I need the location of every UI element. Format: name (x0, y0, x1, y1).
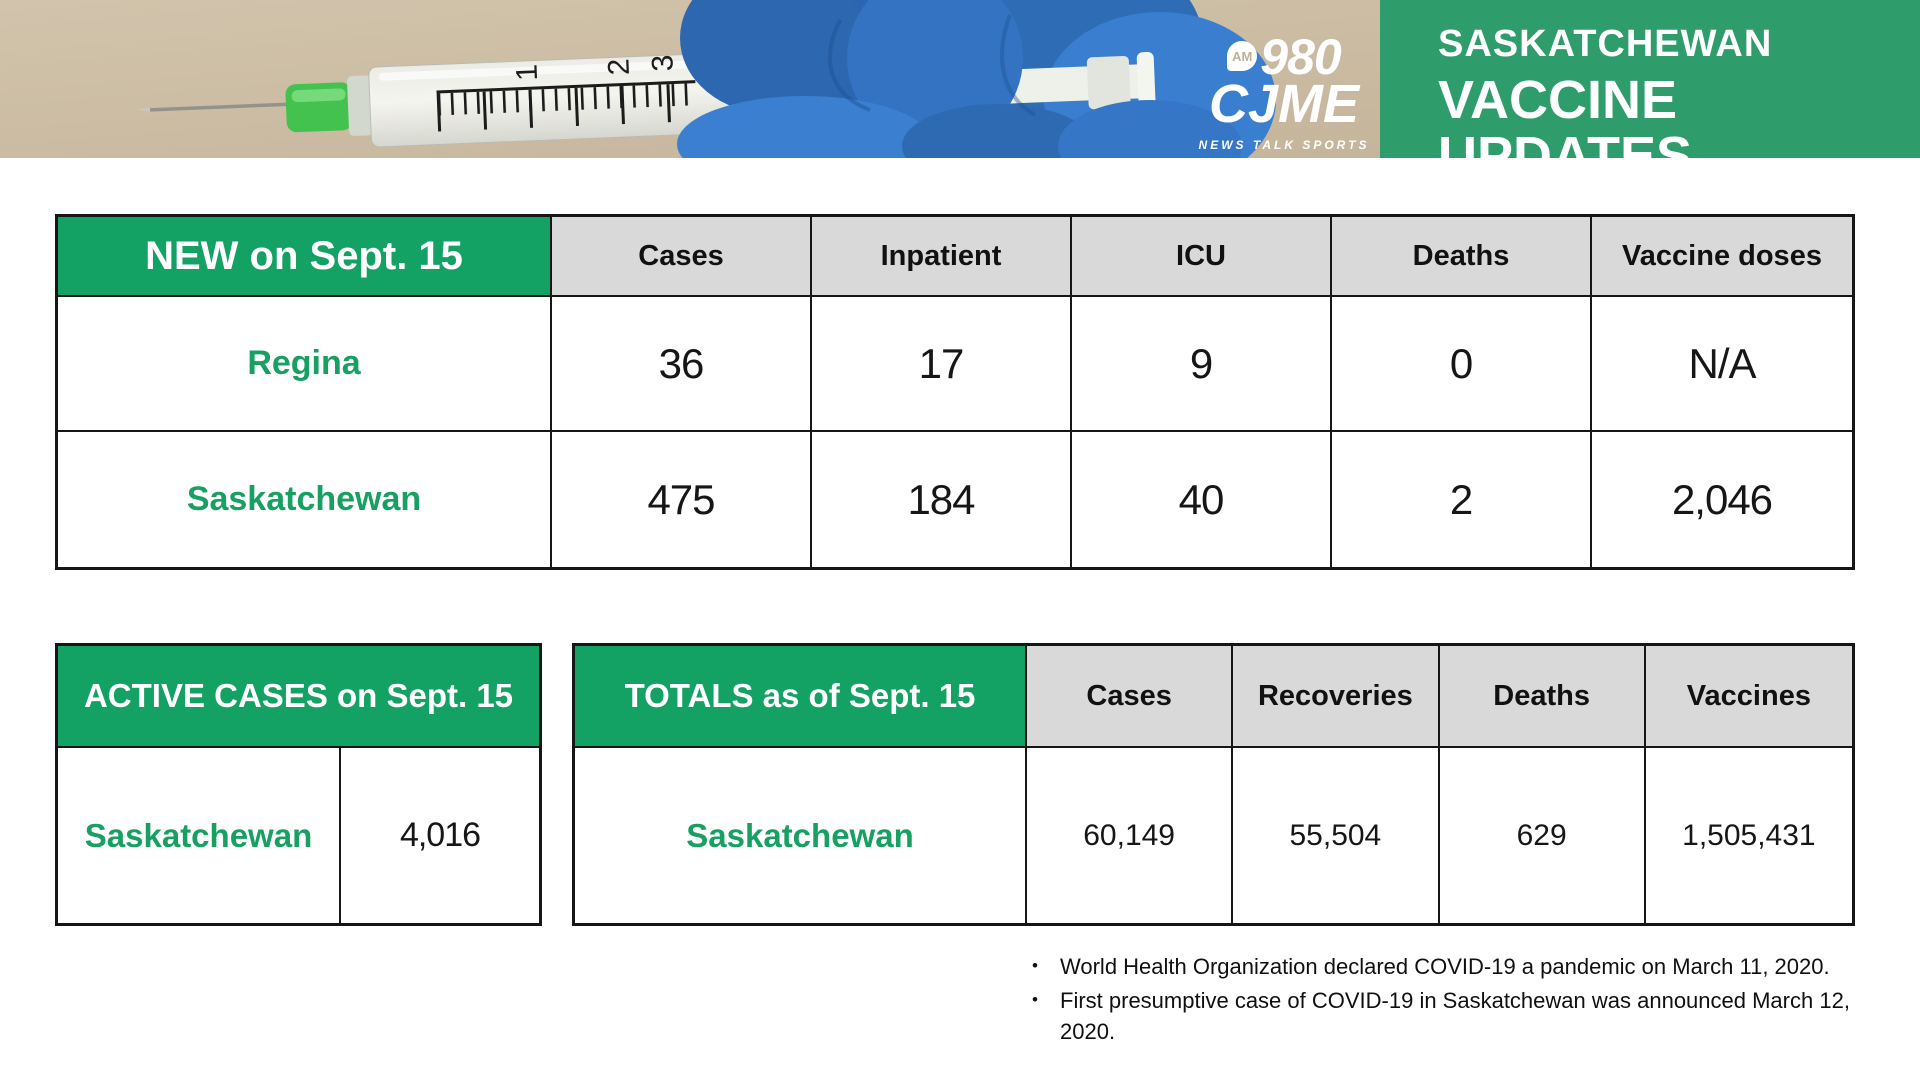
totals-sask-vaccines: 1,505,431 (1682, 818, 1816, 852)
logo-frequency-row: AM 980 (1198, 32, 1370, 82)
totals-col-header-deaths: Deaths (1439, 646, 1646, 748)
cjme-logo: AM 980 CJME NEWS TALK SPORTS (1198, 32, 1370, 152)
new-col-header-inpatient: Inpatient (812, 217, 1072, 297)
footnotes: • World Health Organization declared COV… (1032, 951, 1905, 1051)
new-col-header-cases: Cases (552, 217, 812, 297)
banner-title-main: VACCINE UPDATES (1438, 69, 1693, 187)
needle-tip (136, 107, 151, 112)
ruler-number-2: 2 (602, 58, 636, 76)
totals-sask-cases: 60,149 (1027, 748, 1234, 923)
new-cases-table: NEW on Sept. 15 Cases Inpatient ICU Deat… (55, 214, 1855, 570)
logo-tagline: NEWS TALK SPORTS (1198, 137, 1370, 152)
totals-col-header-recoveries: Recoveries (1233, 646, 1440, 748)
bullet-icon: • (1032, 990, 1038, 1010)
new-regina-icu: 9 (1072, 297, 1332, 432)
logo-frequency: 980 (1260, 29, 1341, 85)
new-regina-inpatient: 17 (812, 297, 1072, 432)
bullet-icon: • (1032, 956, 1038, 975)
new-sask-cases: 475 (552, 432, 812, 567)
ruler-numbers: 1 2 3 (511, 54, 680, 82)
footnote-text-first-case: First presumptive case of COVID-19 in Sa… (1060, 988, 1850, 1045)
active-row-label-saskatchewan: Saskatchewan (58, 748, 341, 923)
ruler-number-1: 1 (511, 64, 545, 82)
banner-title-box: SASKATCHEWAN VACCINE UPDATES (1380, 0, 1920, 185)
new-row-label-regina: Regina (58, 297, 552, 432)
needle (149, 101, 302, 112)
header-banner: 1 2 3 (0, 0, 1920, 185)
new-sask-vaccine-doses: 2,046 (1671, 475, 1773, 523)
new-row-label-saskatchewan: Saskatchewan (58, 432, 552, 567)
logo-callsign: CJME (1208, 74, 1360, 134)
footnote-text-who: World Health Organization declared COVID… (1060, 954, 1830, 979)
footnote-item: • First presumptive case of COVID-19 in … (1032, 985, 1905, 1047)
totals-table-title: TOTALS as of Sept. 15 (575, 646, 1027, 748)
ruler-baseline (436, 80, 696, 94)
banner-title-region: SASKATCHEWAN (1438, 23, 1773, 65)
active-table-title: ACTIVE CASES on Sept. 15 (58, 646, 539, 748)
new-table-title: NEW on Sept. 15 (58, 217, 552, 297)
totals-sask-recoveries: 55,504 (1233, 748, 1440, 923)
totals-row-label-saskatchewan: Saskatchewan (575, 748, 1027, 923)
ruler-minor-ticks (437, 83, 695, 116)
new-sask-icu: 40 (1072, 432, 1332, 567)
ruler-major-ticks (436, 84, 671, 132)
new-col-header-icu: ICU (1072, 217, 1332, 297)
active-cases-table: ACTIVE CASES on Sept. 15 Saskatchewan 4,… (55, 643, 542, 926)
ruler-number-3: 3 (646, 54, 680, 72)
totals-sask-deaths: 629 (1440, 748, 1646, 923)
new-col-header-vaccine-doses: Vaccine doses (1592, 217, 1852, 297)
new-sask-deaths: 2 (1332, 432, 1592, 567)
new-regina-vaccine-doses: N/A (1592, 297, 1852, 432)
totals-table: TOTALS as of Sept. 15 Cases Recoveries D… (572, 643, 1855, 926)
active-sask-value: 4,016 (399, 816, 481, 854)
totals-col-header-cases: Cases (1027, 646, 1234, 748)
glove-fingers (677, 0, 1242, 158)
new-regina-cases: 36 (552, 297, 812, 432)
hub-collar (347, 75, 374, 136)
new-regina-deaths: 0 (1332, 297, 1592, 432)
totals-col-header-vaccines: Vaccines (1645, 646, 1852, 748)
logo-am-bubble: AM (1227, 41, 1258, 71)
new-col-header-deaths: Deaths (1332, 217, 1592, 297)
new-sask-inpatient: 184 (812, 432, 1072, 567)
footnote-item: • World Health Organization declared COV… (1032, 951, 1905, 982)
